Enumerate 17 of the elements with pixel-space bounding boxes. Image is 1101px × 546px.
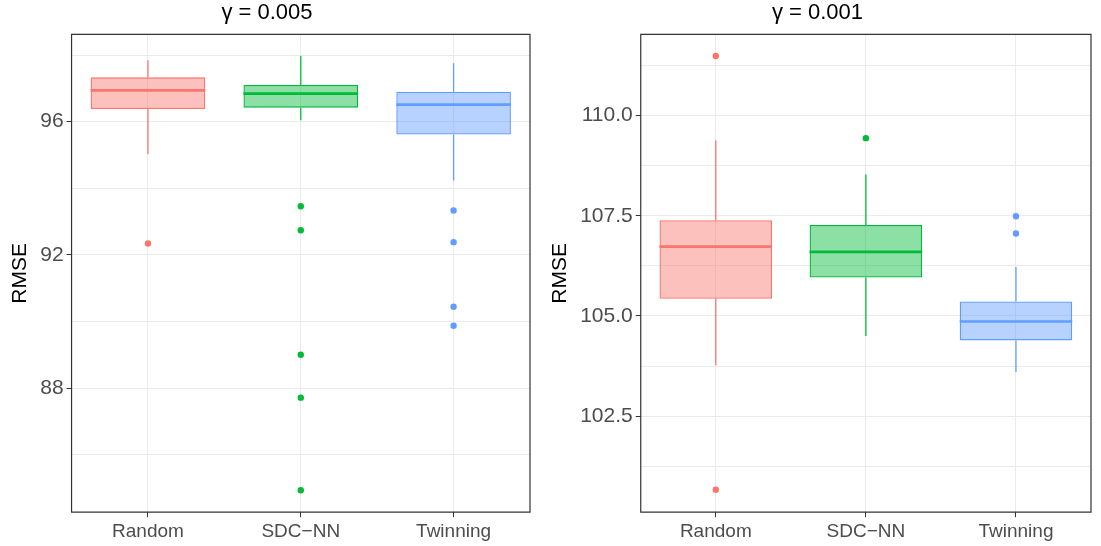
y-axis-title: RMSE [547,242,571,304]
y-tick-label: 102.5 [580,402,633,426]
x-tick-label: Twinning [416,519,492,541]
x-tick-label: SDC−NN [826,519,906,541]
y-tick-label: 107.5 [580,202,633,226]
y-tick-label: 105.0 [580,302,633,326]
y-tick-label: 110.0 [581,102,633,126]
chart-title: γ = 0.005 [221,0,313,25]
y-tick-label: 92 [40,241,64,265]
y-tick-label: 88 [40,374,64,398]
x-tick-label: Random [679,519,752,541]
y-tick-label: 96 [40,108,64,132]
x-tick-label: Random [112,519,184,541]
y-axis-title: RMSE [7,242,31,304]
x-tick-label: Twinning [978,519,1054,541]
chart-title: γ = 0.001 [771,0,864,25]
x-tick-label: SDC−NN [261,519,341,541]
